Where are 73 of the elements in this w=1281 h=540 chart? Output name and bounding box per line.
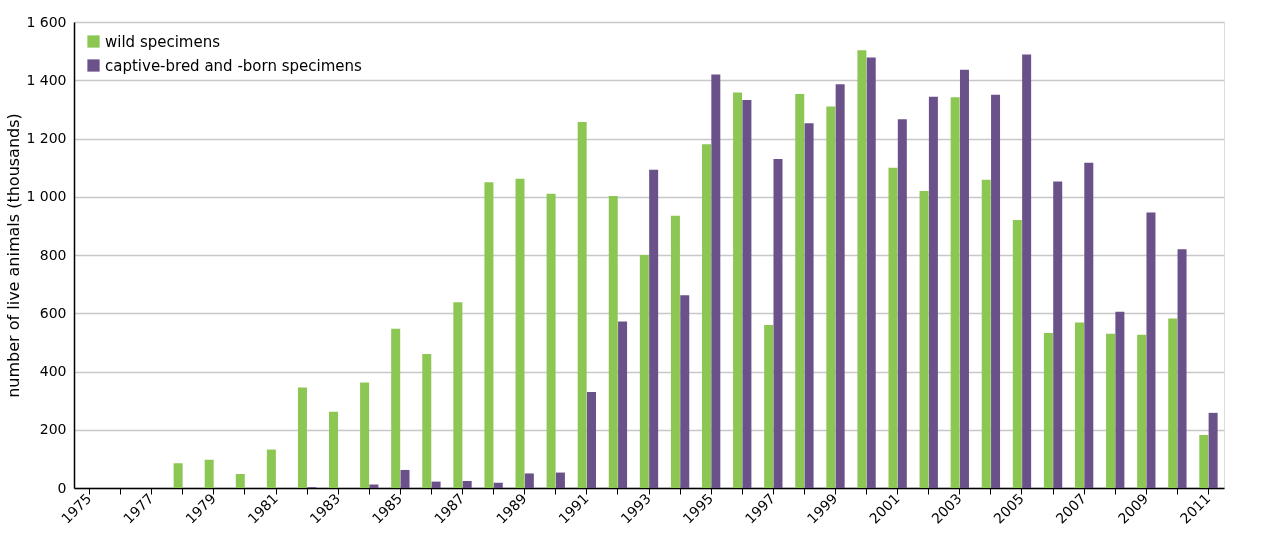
bar <box>431 481 441 488</box>
bar <box>1177 249 1187 488</box>
bar <box>950 97 960 488</box>
bar <box>1053 181 1063 488</box>
y-tick-label: 1 600 <box>26 13 67 30</box>
bar <box>524 473 534 488</box>
bar <box>204 459 214 488</box>
y-tick-label: 400 <box>39 363 67 379</box>
bar <box>888 167 898 488</box>
bar <box>484 182 494 488</box>
bar <box>866 57 876 488</box>
y-tick-label: 0 <box>57 479 67 496</box>
bar <box>795 93 805 488</box>
y-tick-label: 1 200 <box>26 130 67 146</box>
bar <box>297 387 307 488</box>
bar <box>453 302 463 488</box>
bar <box>733 92 743 488</box>
y-tick-label: 800 <box>39 246 67 263</box>
bar <box>608 195 618 488</box>
bar <box>1137 334 1147 488</box>
bar <box>919 190 929 488</box>
bar <box>1146 212 1156 488</box>
bar <box>928 96 938 488</box>
bar <box>1074 322 1084 488</box>
bar <box>587 391 596 488</box>
bar <box>400 469 410 488</box>
bar <box>773 158 783 488</box>
bar <box>981 179 991 488</box>
legend-label: captive-bred and -born specimens <box>105 56 363 75</box>
y-tick-label: 200 <box>39 421 67 438</box>
bar <box>649 169 659 488</box>
bar <box>618 321 628 488</box>
bar <box>1043 333 1053 488</box>
bar <box>235 474 245 488</box>
bar <box>1199 434 1209 488</box>
y-tick-label: 600 <box>39 304 67 321</box>
bar <box>1084 162 1094 488</box>
bar <box>1012 220 1022 488</box>
bar <box>959 69 969 488</box>
bar <box>1168 318 1178 488</box>
bar <box>173 463 183 488</box>
y-tick-label: 1 400 <box>26 71 67 88</box>
bar <box>493 482 503 488</box>
bar <box>1106 333 1116 488</box>
bar <box>711 74 721 488</box>
legend-label: wild specimens <box>105 32 221 51</box>
bar <box>702 144 711 488</box>
bar <box>266 449 276 488</box>
y-axis-title: number of live animals (thousands) <box>4 113 24 398</box>
bar <box>555 472 565 488</box>
y-tick-label: 1 000 <box>26 188 67 205</box>
bar <box>680 295 690 488</box>
bar <box>804 123 814 488</box>
bar <box>897 119 907 488</box>
bar <box>835 84 845 488</box>
bar <box>1022 54 1032 488</box>
bar <box>391 328 401 488</box>
bar <box>670 215 680 488</box>
bar <box>1115 311 1125 488</box>
bar <box>639 255 649 488</box>
bar <box>515 178 525 488</box>
bar <box>742 100 752 488</box>
bar <box>1208 412 1218 488</box>
bar <box>991 94 1001 488</box>
bar <box>546 193 556 488</box>
bar <box>857 50 867 488</box>
bar <box>826 106 836 488</box>
bar <box>462 481 472 488</box>
bar <box>422 354 432 488</box>
bar <box>577 121 587 488</box>
bar <box>329 411 339 488</box>
bar <box>764 324 774 488</box>
bar <box>360 382 370 488</box>
